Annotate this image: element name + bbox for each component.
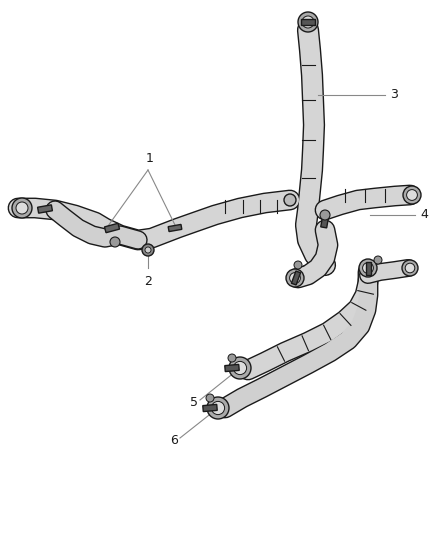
Circle shape: [228, 354, 236, 362]
Bar: [291, 271, 300, 285]
Circle shape: [374, 256, 382, 264]
Circle shape: [405, 263, 415, 273]
Circle shape: [302, 16, 314, 28]
Bar: [203, 405, 217, 411]
Circle shape: [212, 401, 225, 415]
Circle shape: [145, 247, 151, 253]
Text: 6: 6: [170, 433, 178, 447]
Circle shape: [359, 259, 377, 277]
Circle shape: [207, 397, 229, 419]
Text: 1: 1: [146, 152, 154, 165]
Circle shape: [12, 198, 32, 218]
Text: 4: 4: [420, 208, 428, 222]
Bar: [168, 224, 182, 232]
Circle shape: [142, 244, 154, 256]
Circle shape: [229, 357, 251, 379]
Circle shape: [233, 361, 247, 375]
Circle shape: [284, 194, 296, 206]
Bar: [301, 19, 315, 25]
Circle shape: [402, 260, 418, 276]
Circle shape: [403, 186, 421, 204]
Circle shape: [290, 272, 300, 284]
Circle shape: [320, 210, 330, 220]
Text: 3: 3: [390, 88, 398, 101]
Bar: [365, 262, 371, 274]
Bar: [225, 365, 239, 372]
Circle shape: [298, 12, 318, 32]
Circle shape: [286, 269, 304, 287]
Circle shape: [206, 394, 214, 402]
Text: 2: 2: [144, 275, 152, 288]
Circle shape: [16, 202, 28, 214]
Text: 5: 5: [190, 395, 198, 408]
Circle shape: [363, 263, 374, 273]
Circle shape: [110, 237, 120, 247]
Circle shape: [406, 190, 417, 200]
Bar: [38, 205, 53, 213]
Bar: [321, 212, 329, 228]
Bar: [104, 223, 120, 233]
Circle shape: [294, 261, 302, 269]
